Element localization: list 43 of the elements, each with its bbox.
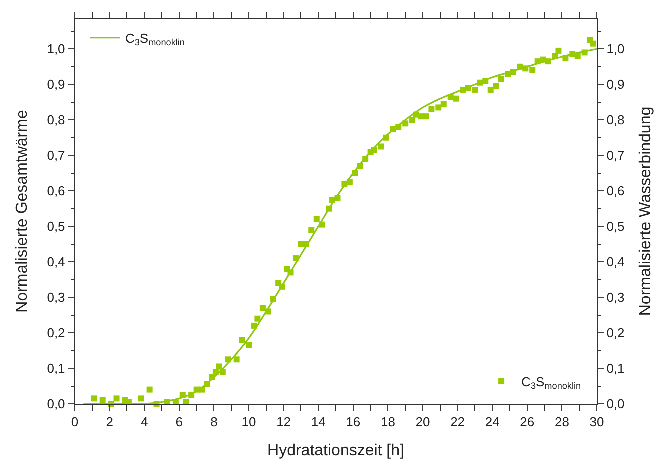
- y-tick-label: 0,5: [47, 219, 66, 234]
- y2-tick-label: 0,4: [606, 254, 625, 270]
- y-tick-label: 0,3: [47, 290, 66, 306]
- x-tick-label: 20: [416, 414, 430, 430]
- y2-tick-label: 0,8: [606, 112, 625, 128]
- x-axis-title: Hydratationszeit [h]: [268, 442, 404, 460]
- y2-tick-label: 0,0: [606, 396, 625, 412]
- x-tick-label: 8: [210, 414, 218, 430]
- y2-tick-label: 0,9: [606, 77, 625, 92]
- y2-tick-label: 0,7: [606, 148, 625, 164]
- y2-tick-label: 0,5: [606, 219, 625, 234]
- y-tick-label: 0,6: [47, 184, 66, 199]
- y2-tick-label: 0,3: [606, 290, 625, 306]
- x-tick-label: 18: [380, 414, 396, 430]
- y-tick-label: 0,2: [47, 326, 66, 341]
- x-tick-label: 22: [450, 414, 466, 430]
- legend-label: C$_{3}$S$_{monoklin}$: [522, 374, 582, 392]
- x-tick-label: 26: [520, 414, 535, 430]
- y-tick-label: 0,7: [47, 148, 66, 164]
- x-tick-label: 30: [590, 414, 604, 430]
- x-tick-label: 10: [242, 414, 256, 430]
- x-tick-label: 14: [311, 414, 326, 430]
- y-tick-label: 0,0: [47, 396, 66, 412]
- x-tick-label: 4: [140, 414, 148, 430]
- y2-axis-title: Normalisierte Wasserbindung: [637, 106, 654, 316]
- x-tick-label: 6: [176, 414, 184, 430]
- legend-label: C$_{3}$S$_{monoklin}$: [125, 30, 185, 48]
- x-tick-label: 2: [106, 414, 114, 430]
- y2-tick-label: 0,6: [606, 184, 625, 199]
- y-tick-label: 0,8: [47, 112, 66, 128]
- x-tick-label: 12: [276, 414, 292, 430]
- y-tick-label: 0,9: [47, 77, 66, 92]
- x-tick-label: 28: [554, 414, 570, 430]
- x-tick-label: 16: [346, 414, 361, 430]
- y2-tick-label: 1,0: [606, 42, 625, 57]
- y-tick-label: 0,4: [47, 254, 66, 270]
- y-tick-label: 0,1: [47, 361, 66, 376]
- y2-tick-label: 0,2: [606, 326, 625, 341]
- y2-tick-label: 0,1: [606, 361, 625, 376]
- x-tick-label: 24: [485, 414, 500, 430]
- y-tick-label: 1,0: [47, 42, 66, 57]
- x-tick-label: 0: [71, 414, 79, 430]
- y-axis-title: Normalisierte Gesamtwärme: [14, 110, 32, 313]
